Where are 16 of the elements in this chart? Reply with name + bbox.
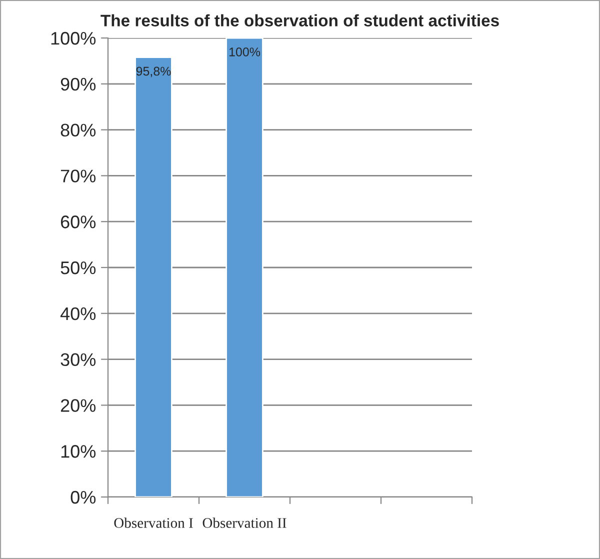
x-tick-label: Observation I [114, 518, 193, 528]
y-tick-label: 40% [60, 307, 96, 320]
data-label: 95,8% [136, 66, 171, 78]
y-tick-label: 50% [60, 261, 96, 274]
y-tick-label: 90% [60, 78, 96, 91]
y-tick-label: 100% [51, 32, 96, 45]
y-tick-label: 10% [61, 445, 96, 458]
chart-title: The results of the observation of student activities [100, 14, 499, 26]
y-tick-label: 80% [60, 124, 96, 137]
data-label: 100% [229, 48, 260, 56]
y-tick-label: 0% [70, 490, 96, 504]
y-tick-label: 30% [60, 353, 96, 366]
y-tick-label: 60% [60, 216, 96, 228]
y-tick-label: 70% [60, 170, 96, 182]
y-tick-label: 20% [60, 399, 96, 412]
x-tick-label: Observation II [202, 518, 286, 528]
